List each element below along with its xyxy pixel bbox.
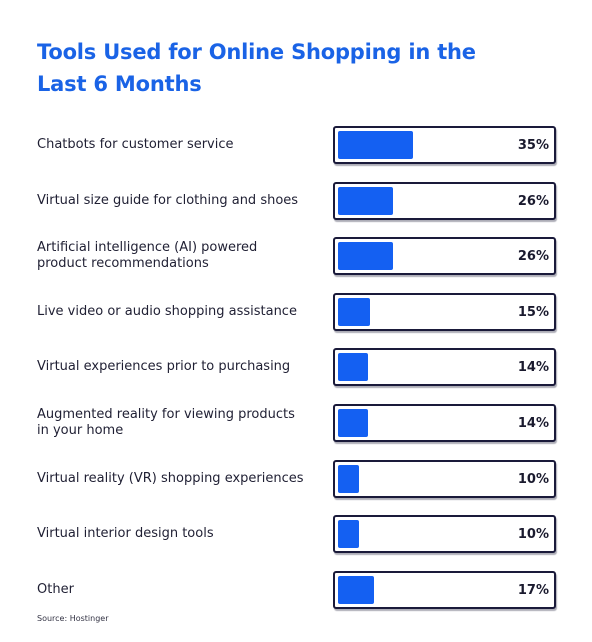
bar [338,298,370,326]
bar [338,465,359,493]
value-label: 35% [517,137,549,153]
bar-row: Virtual interior design tools 10% [0,515,592,553]
bar-track: 17% [333,571,556,609]
bar-row: Chatbots for customer service 35% [0,126,592,164]
value-label: 17% [517,582,549,598]
value-label: 26% [517,193,549,209]
category-label: Chatbots for customer service [37,137,234,152]
category-label: Other [37,582,74,597]
category-label: Live video or audio shopping assistance [37,304,297,319]
value-label: 10% [517,471,549,487]
bar-track: 26% [333,182,556,220]
chart-title: Tools Used for Online Shopping in the La… [37,40,476,96]
category-label: Artificial intelligence (AI) powered pro… [37,240,258,271]
category-label: Virtual interior design tools [37,526,214,541]
bar-track: 35% [333,126,556,164]
bar-track: 10% [333,515,556,553]
bar-track: 26% [333,237,556,275]
value-label: 14% [517,359,549,375]
bar-track: 10% [333,460,556,498]
category-label: Virtual size guide for clothing and shoe… [37,193,299,208]
category-label: Virtual experiences prior to purchasing [37,359,291,374]
value-label: 14% [517,415,549,431]
bar-track: 14% [333,348,556,386]
value-label: 15% [517,304,549,320]
bar-row: Artificial intelligence (AI) powered pro… [0,237,592,275]
bar [338,187,393,215]
bar-row: Virtual experiences prior to purchasing 1… [0,348,592,386]
bar-row: Virtual reality (VR) shopping experience… [0,460,592,498]
category-label: Augmented reality for viewing products i… [37,407,295,438]
bar-row: Virtual size guide for clothing and shoe… [0,182,592,220]
bar-row: Augmented reality for viewing products i… [0,404,592,442]
bar [338,131,413,159]
bar-track: 14% [333,404,556,442]
value-label: 10% [517,526,549,542]
bar [338,576,374,604]
category-label: Virtual reality (VR) shopping experience… [37,471,304,486]
bar [338,242,393,270]
bar-row: Other 17% [0,571,592,609]
source-note: Source: Hostinger [37,614,109,623]
bar [338,409,368,437]
bar-row: Live video or audio shopping assistance 1… [0,293,592,331]
bar-track: 15% [333,293,556,331]
value-label: 26% [517,248,549,264]
bar [338,353,368,381]
bar [338,520,359,548]
